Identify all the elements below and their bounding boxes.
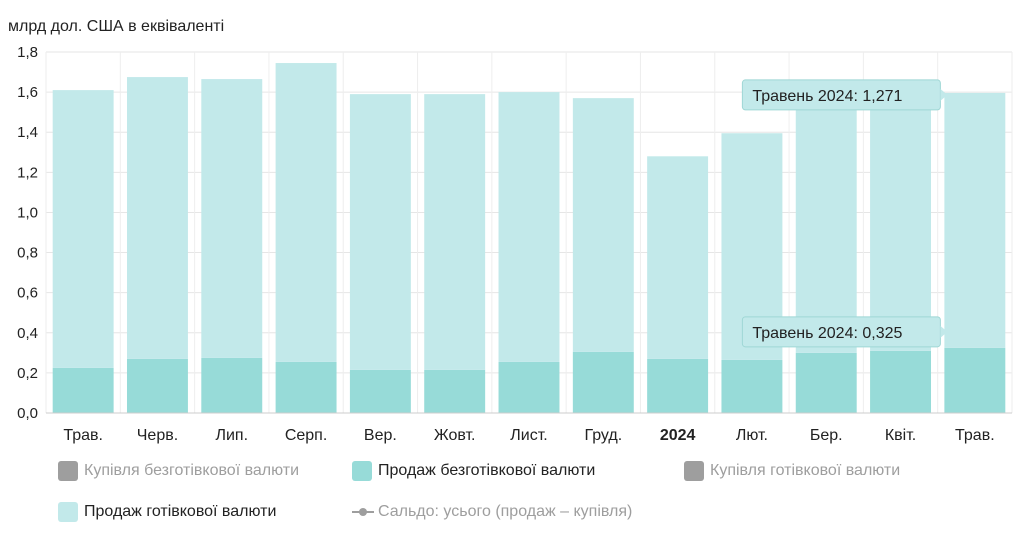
- x-tick-label: Трав.: [63, 427, 103, 444]
- x-tick-label: Лют.: [736, 427, 768, 444]
- bar-cash-sale: [647, 156, 709, 359]
- bar-cash-sale: [349, 94, 411, 370]
- y-tick-label: 0,2: [17, 365, 38, 382]
- y-tick-label: 0,6: [17, 285, 38, 302]
- bar-noncash-sale: [275, 361, 337, 413]
- stacked-bar-chart: 0,0 0,2 0,4 0,6 0,8 1,0 1,2 1,4 1,6 1,8 Трав. Черв.…: [17, 44, 1013, 444]
- x-tick-label: Трав.: [955, 427, 995, 444]
- legend-label-noncash-purchase: Купівля безготівкової валюти: [84, 462, 300, 479]
- bar-cash-sale: [498, 92, 560, 362]
- bar-cash-sale: [795, 94, 857, 353]
- tooltip-noncash-sale: Травень 2024: 0,325: [741, 316, 948, 348]
- y-tick-label: 1,0: [17, 204, 38, 221]
- legend-label-cash-purchase: Купівля готівкової валюти: [710, 462, 901, 479]
- tooltip-pointer: [940, 88, 948, 101]
- y-tick-label: 1,2: [17, 164, 38, 181]
- legend-line-marker-balance: [352, 502, 374, 522]
- y-tick-label: 0,8: [17, 245, 38, 262]
- x-tick-label: Лип.: [215, 427, 248, 444]
- bar-cash-sale: [944, 92, 1006, 348]
- tooltip-cash-sale: Травень 2024: 1,271: [741, 79, 948, 111]
- bar-noncash-sale: [52, 367, 114, 413]
- x-tick-label: Жовт.: [434, 427, 476, 444]
- legend-swatch-noncash-sale: [352, 461, 372, 481]
- legend-label-balance-total: Сальдо: усього (продаж – купівля): [378, 503, 633, 520]
- legend-label-cash-sale: Продаж готівкової валюти: [84, 503, 277, 520]
- legend-label-noncash-sale: Продаж безготівкової валюти: [378, 462, 596, 479]
- tooltip-pointer: [940, 325, 948, 338]
- tooltip-label: Травень 2024: 1,271: [752, 88, 902, 105]
- legend-item-cash-purchase[interactable]: Купівля готівкової валюти: [684, 461, 900, 481]
- y-tick-label: 1,6: [17, 84, 38, 101]
- x-tick-label: Квіт.: [885, 427, 916, 444]
- x-tick-label: 2024: [660, 427, 696, 444]
- legend-swatch-cash-sale: [58, 502, 78, 522]
- bar-noncash-sale: [201, 357, 263, 413]
- bar-cash-sale: [572, 98, 634, 352]
- bar-noncash-sale: [498, 361, 560, 413]
- y-tick-label: 0,4: [17, 325, 38, 342]
- bar-cash-sale: [52, 90, 114, 368]
- y-tick-label: 1,8: [17, 44, 38, 61]
- legend-item-noncash-sale[interactable]: Продаж безготівкової валюти: [352, 461, 595, 481]
- x-tick-label: Черв.: [137, 427, 178, 444]
- bar-noncash-sale: [572, 351, 634, 413]
- x-tick-label: Лист.: [510, 427, 547, 444]
- bar-noncash-sale: [721, 359, 783, 413]
- y-axis-unit-label: млрд дол. США в еквіваленті: [8, 18, 225, 35]
- bar-noncash-sale: [647, 358, 709, 413]
- x-tick-label: Серп.: [285, 427, 327, 444]
- y-tick-label: 0,0: [17, 405, 38, 422]
- bar-cash-sale: [126, 77, 188, 359]
- legend-swatch-noncash-purchase: [58, 461, 78, 481]
- bar-noncash-sale: [349, 369, 411, 413]
- bar-cash-sale: [275, 63, 337, 362]
- legend-swatch-cash-purchase: [684, 461, 704, 481]
- legend-item-balance-total[interactable]: Сальдо: усього (продаж – купівля): [352, 502, 632, 522]
- bar-noncash-sale: [424, 369, 486, 413]
- legend-item-noncash-purchase[interactable]: Купівля безготівкової валюти: [58, 461, 299, 481]
- bar-cash-sale: [201, 79, 263, 358]
- y-tick-label: 1,4: [17, 124, 38, 141]
- legend-item-cash-sale[interactable]: Продаж готівкової валюти: [58, 502, 276, 522]
- tooltip-label: Травень 2024: 0,325: [752, 325, 902, 342]
- bar-noncash-sale: [795, 352, 857, 413]
- bar-noncash-sale: [944, 347, 1006, 413]
- bar-noncash-sale: [870, 350, 932, 413]
- bar-cash-sale: [424, 94, 486, 370]
- x-tick-label: Вер.: [364, 427, 397, 444]
- x-tick-label: Бер.: [810, 427, 843, 444]
- bar-cash-sale: [870, 93, 932, 351]
- x-tick-label: Груд.: [584, 427, 622, 444]
- bar-noncash-sale: [126, 358, 188, 413]
